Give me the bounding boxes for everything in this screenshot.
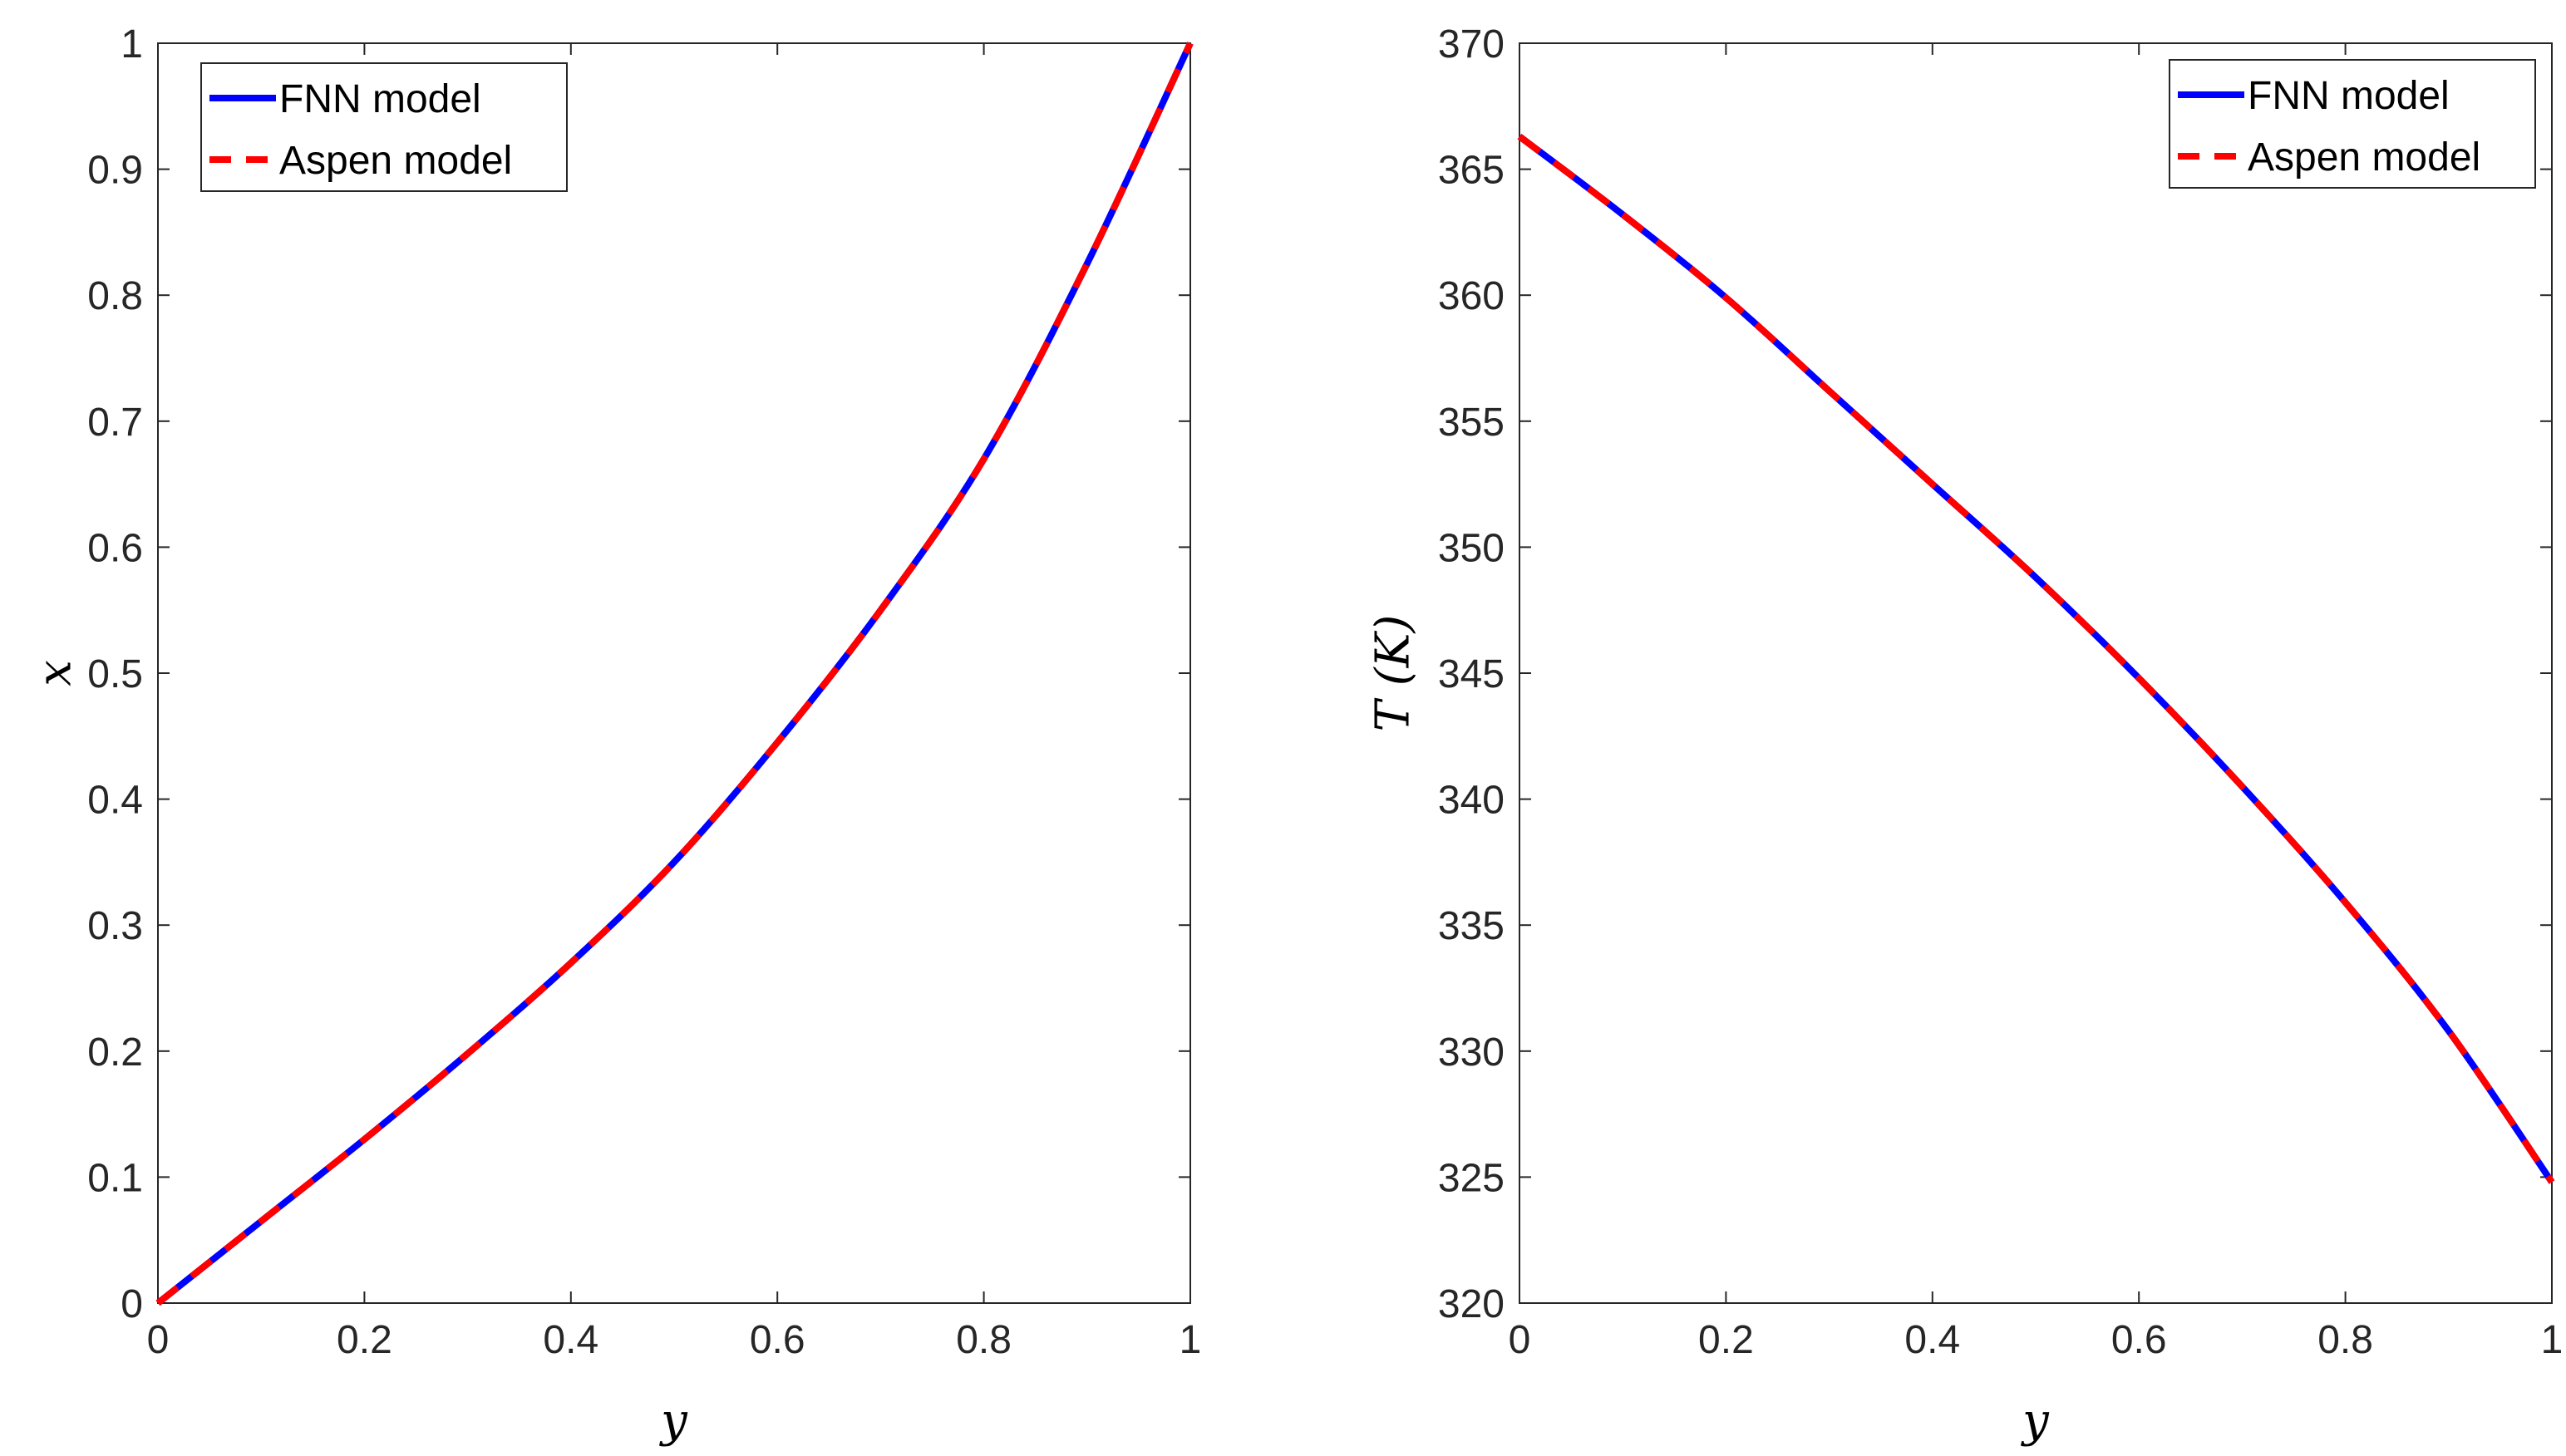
legend-box [2169, 59, 2536, 189]
y-tick-label: 370 [1438, 22, 1505, 66]
y-tick-label: 325 [1438, 1156, 1505, 1200]
x-axis-label: y [658, 1394, 688, 1448]
x-tick-label: 0.6 [2111, 1318, 2167, 1362]
y-tick-label: 345 [1438, 652, 1505, 696]
x-tick-label: 1 [2541, 1318, 2564, 1362]
y-tick-label: 1 [121, 22, 143, 66]
y-axis-label: T (K) [1367, 615, 1421, 732]
y-tick-label: 335 [1438, 904, 1505, 948]
y-tick-label: 350 [1438, 526, 1505, 570]
y-tick-label: 320 [1438, 1282, 1505, 1326]
y-tick-label: 0.3 [87, 904, 143, 948]
x-tick-label: 1 [1180, 1318, 1202, 1362]
x-tick-label: 0.2 [1698, 1318, 1754, 1362]
y-tick-label: 0.2 [87, 1031, 143, 1075]
x-tick-label: 0.4 [1904, 1318, 1960, 1362]
x-tick-label: 0.2 [337, 1318, 392, 1362]
legend: FNN model Aspen model [2169, 59, 2536, 189]
y-tick-label: 0.1 [87, 1156, 143, 1200]
legend-label: FNN model [279, 77, 481, 121]
y-tick-label: 355 [1438, 401, 1505, 445]
y-tick-label: 0 [121, 1282, 143, 1326]
y-tick-label: 365 [1438, 149, 1505, 193]
axes-box [157, 42, 1191, 1304]
y-tick-label: 0.6 [87, 526, 143, 570]
series-line-aspen [155, 42, 1194, 1306]
y-tick-label: 0.4 [87, 779, 143, 823]
right-chart: 0 0.2 0.4 0.6 0.8 1 320 325 330 335 340 345 350 355 36… [1367, 22, 2564, 1448]
series-line-aspen [1517, 133, 2555, 1184]
y-tick-label: 360 [1438, 274, 1505, 318]
x-tick-label: 0.4 [543, 1318, 598, 1362]
y-tick-label: 0.8 [87, 274, 143, 318]
legend-label: Aspen model [279, 139, 512, 183]
left-chart: 0 0.2 0.4 0.6 0.8 1 0 0.1 0.2 0.3 0.4 0.5 0.6 0.7 0.8 0… [28, 22, 1202, 1448]
legend-box [200, 62, 568, 192]
y-tick-label: 0.5 [87, 652, 143, 696]
x-tick-label: 0 [1509, 1318, 1531, 1362]
x-tick-label: 0.8 [956, 1318, 1012, 1362]
legend-label: Aspen model [2248, 135, 2480, 180]
y-tick-label: 0.7 [87, 401, 143, 445]
y-axis-label: x [28, 660, 82, 686]
y-tick-label: 0.9 [87, 149, 143, 193]
x-tick-label: 0 [147, 1318, 170, 1362]
legend: FNN model Aspen model [200, 62, 568, 192]
x-tick-label: 0.8 [2317, 1318, 2373, 1362]
x-tick-label: 0.6 [750, 1318, 805, 1362]
x-axis-label: y [2020, 1394, 2050, 1448]
y-tick-label: 330 [1438, 1031, 1505, 1075]
y-tick-label: 340 [1438, 779, 1505, 823]
legend-label: FNN model [2248, 74, 2450, 118]
axes-box [1519, 42, 2553, 1304]
